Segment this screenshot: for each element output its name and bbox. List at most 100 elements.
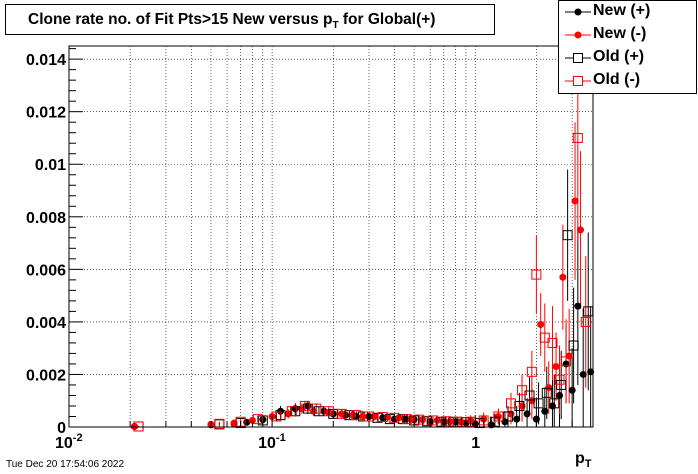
data-point-old — [401, 414, 412, 425]
data-point-old — [572, 132, 583, 143]
plot-frame — [68, 45, 594, 428]
x-tick-label-base: 10 — [55, 435, 73, 452]
data-point-old — [344, 410, 355, 421]
chart-title-box: Clone rate no. of Fit Pts>15 New versus … — [5, 4, 495, 35]
data-point-new — [259, 416, 267, 424]
data-point-new — [577, 226, 585, 234]
x-tick-label-exponent: -2 — [73, 432, 83, 444]
data-point-new — [513, 415, 521, 423]
y-tick-label: 0 — [57, 420, 66, 437]
data-point-old — [547, 337, 558, 348]
data-point-old — [364, 411, 375, 422]
timestamp-footer: Tue Dec 20 17:54:06 2022 — [6, 459, 125, 470]
data-point-old — [561, 356, 572, 367]
data-point-old — [541, 387, 552, 398]
chart-title-subscript: T — [332, 20, 339, 32]
data-point-new — [349, 411, 357, 419]
legend-entry-old-minus: Old (-) — [559, 70, 698, 92]
data-point-old — [549, 398, 560, 409]
x-axis-title-subscript: T — [584, 458, 592, 471]
data-point-new — [277, 407, 285, 415]
data-point-new — [401, 415, 409, 423]
data-point-old — [214, 418, 225, 429]
data-point-old — [313, 406, 324, 417]
data-point-new — [537, 321, 545, 329]
data-point-new — [532, 415, 540, 423]
data-point-old — [580, 316, 591, 327]
data-point-old — [526, 366, 537, 377]
data-point-new — [338, 410, 346, 418]
legend-marker-old-plus — [565, 53, 591, 63]
data-point-old — [299, 400, 310, 411]
data-point-old — [351, 410, 362, 421]
x-tick-label: 10-2 — [55, 432, 83, 452]
data-point-new — [579, 370, 587, 378]
chart-title-suffix: for Global(+) — [338, 11, 436, 28]
data-point-old — [286, 406, 297, 417]
data-point-new — [446, 418, 454, 426]
data-point-old — [252, 414, 263, 425]
data-point-old — [271, 411, 282, 422]
data-point-old — [428, 415, 439, 426]
x-axis-title-main: p — [575, 450, 585, 467]
data-point-new — [552, 363, 560, 371]
data-point-old — [414, 414, 425, 425]
x-tick-label: 1 — [471, 435, 480, 452]
data-point-old — [478, 415, 489, 426]
data-point-new — [494, 412, 502, 420]
y-tick-label: 0.004 — [26, 315, 66, 332]
data-point-old — [533, 398, 544, 409]
data-point-old — [302, 403, 313, 414]
data-point-old — [357, 411, 368, 422]
x-tick-label: 10-1 — [258, 432, 286, 452]
legend-marker-old-minus — [565, 76, 591, 86]
legend-label-old-minus: Old (-) — [593, 71, 641, 88]
data-point-new — [556, 391, 564, 399]
data-point-new — [406, 415, 414, 423]
data-point-old — [503, 411, 514, 422]
data-point-old — [465, 416, 476, 427]
x-tick-label-base: 10 — [258, 435, 276, 452]
y-tick-label: 0.008 — [26, 210, 66, 227]
y-tick-label: 0.014 — [26, 52, 66, 69]
data-point-new — [574, 302, 582, 310]
data-point-old — [311, 403, 322, 414]
data-point-new — [545, 384, 553, 392]
legend-marker-new-minus — [565, 31, 591, 39]
data-point-old — [489, 416, 500, 427]
data-point-old — [452, 416, 463, 427]
data-point-old — [517, 385, 528, 396]
data-point-old — [568, 340, 579, 351]
legend-label-old-plus: Old (+) — [593, 48, 645, 65]
legend-label-new-minus: New (-) — [593, 25, 647, 42]
legend-entry-new-minus: New (-) — [559, 24, 698, 46]
data-point-old — [514, 400, 525, 411]
data-point-old — [323, 406, 334, 417]
legend-entry-new-plus: New (+) — [559, 1, 698, 23]
x-axis-title: pT — [575, 450, 592, 470]
y-tick-label: 0.012 — [26, 105, 66, 122]
data-point-old — [133, 421, 144, 432]
data-point-new — [541, 407, 549, 415]
data-point-new — [587, 368, 595, 376]
data-point-old — [377, 412, 388, 423]
y-tick-label: 0.002 — [26, 367, 66, 384]
data-point-old — [372, 412, 383, 423]
data-point-old — [422, 416, 433, 427]
x-tick-label-exponent: -1 — [276, 432, 286, 444]
data-point-old — [506, 398, 517, 409]
x-axis-tick-labels: 10-2 10-1 1 — [55, 432, 480, 452]
axis-ticks — [68, 48, 573, 428]
grid-lines — [68, 46, 593, 427]
legend-marker-new-plus — [565, 8, 591, 16]
legend: New (+) New (-) Old (+) Old (-) — [558, 0, 697, 94]
data-point-old — [554, 374, 565, 385]
data-point-old — [441, 416, 452, 427]
y-tick-label: 0.006 — [26, 262, 66, 279]
data-point-new — [568, 386, 576, 394]
data-point-old — [531, 269, 542, 280]
y-axis-tick-labels: 0 0.002 0.004 0.006 0.008 0.01 0.012 0.014 — [26, 52, 66, 437]
data-point-new — [248, 416, 256, 424]
data-point-new — [571, 197, 579, 205]
data-point-new — [559, 273, 567, 281]
